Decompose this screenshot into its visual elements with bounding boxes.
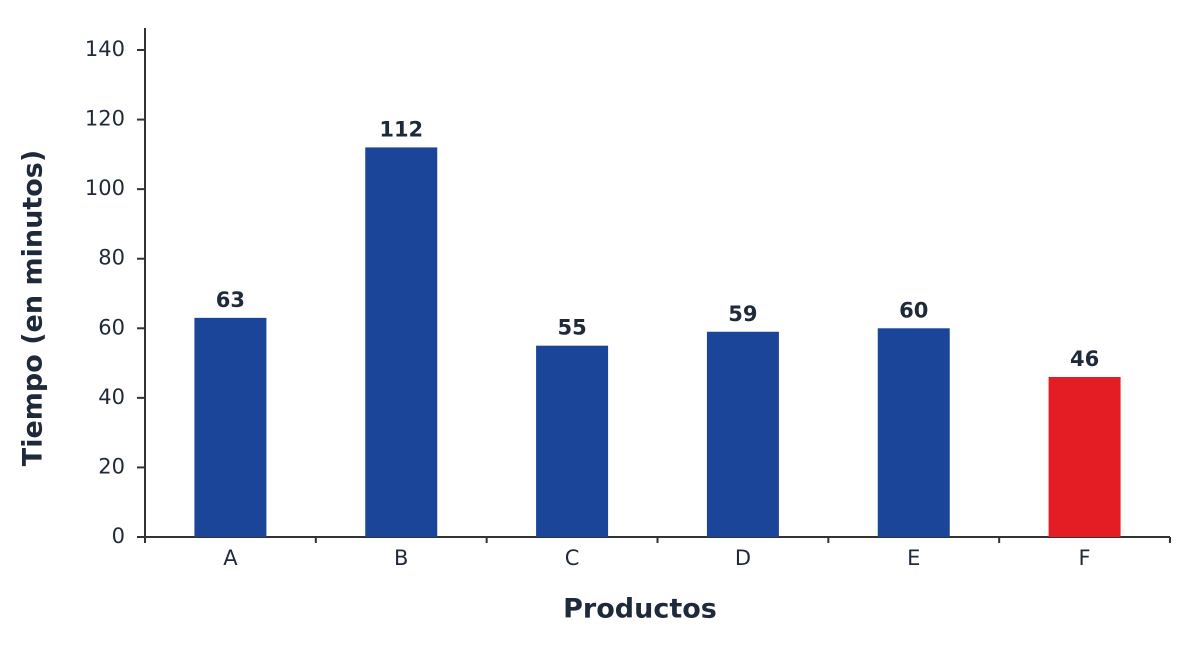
y-tick-label: 40 — [98, 385, 125, 409]
x-axis-label: Productos — [563, 594, 717, 625]
value-label: 60 — [899, 298, 928, 322]
value-label: 112 — [379, 117, 423, 141]
y-axis-label: Tiempo (en minutos) — [18, 150, 49, 466]
bar — [365, 147, 438, 537]
y-tick-label: 20 — [98, 454, 125, 478]
x-tick-label: D — [735, 546, 751, 570]
y-tick-label: 140 — [85, 37, 125, 61]
y-tick-label: 0 — [112, 524, 125, 548]
value-label: 46 — [1070, 347, 1099, 371]
y-tick-label: 60 — [98, 315, 125, 339]
value-label: 55 — [557, 316, 586, 340]
value-label: 59 — [728, 302, 757, 326]
bar — [194, 317, 267, 537]
y-tick-label: 80 — [98, 246, 125, 270]
x-tick-label: F — [1079, 546, 1091, 570]
bar — [877, 328, 950, 537]
x-tick-label: C — [565, 546, 580, 570]
y-tick-label: 100 — [85, 176, 125, 200]
value-label: 63 — [216, 288, 245, 312]
bar — [536, 345, 609, 537]
x-tick-label: A — [223, 546, 238, 570]
bar — [706, 331, 779, 537]
bar — [1048, 376, 1121, 537]
y-tick-label: 120 — [85, 107, 125, 131]
x-tick-label: B — [394, 546, 408, 570]
x-tick-label: E — [907, 546, 920, 570]
